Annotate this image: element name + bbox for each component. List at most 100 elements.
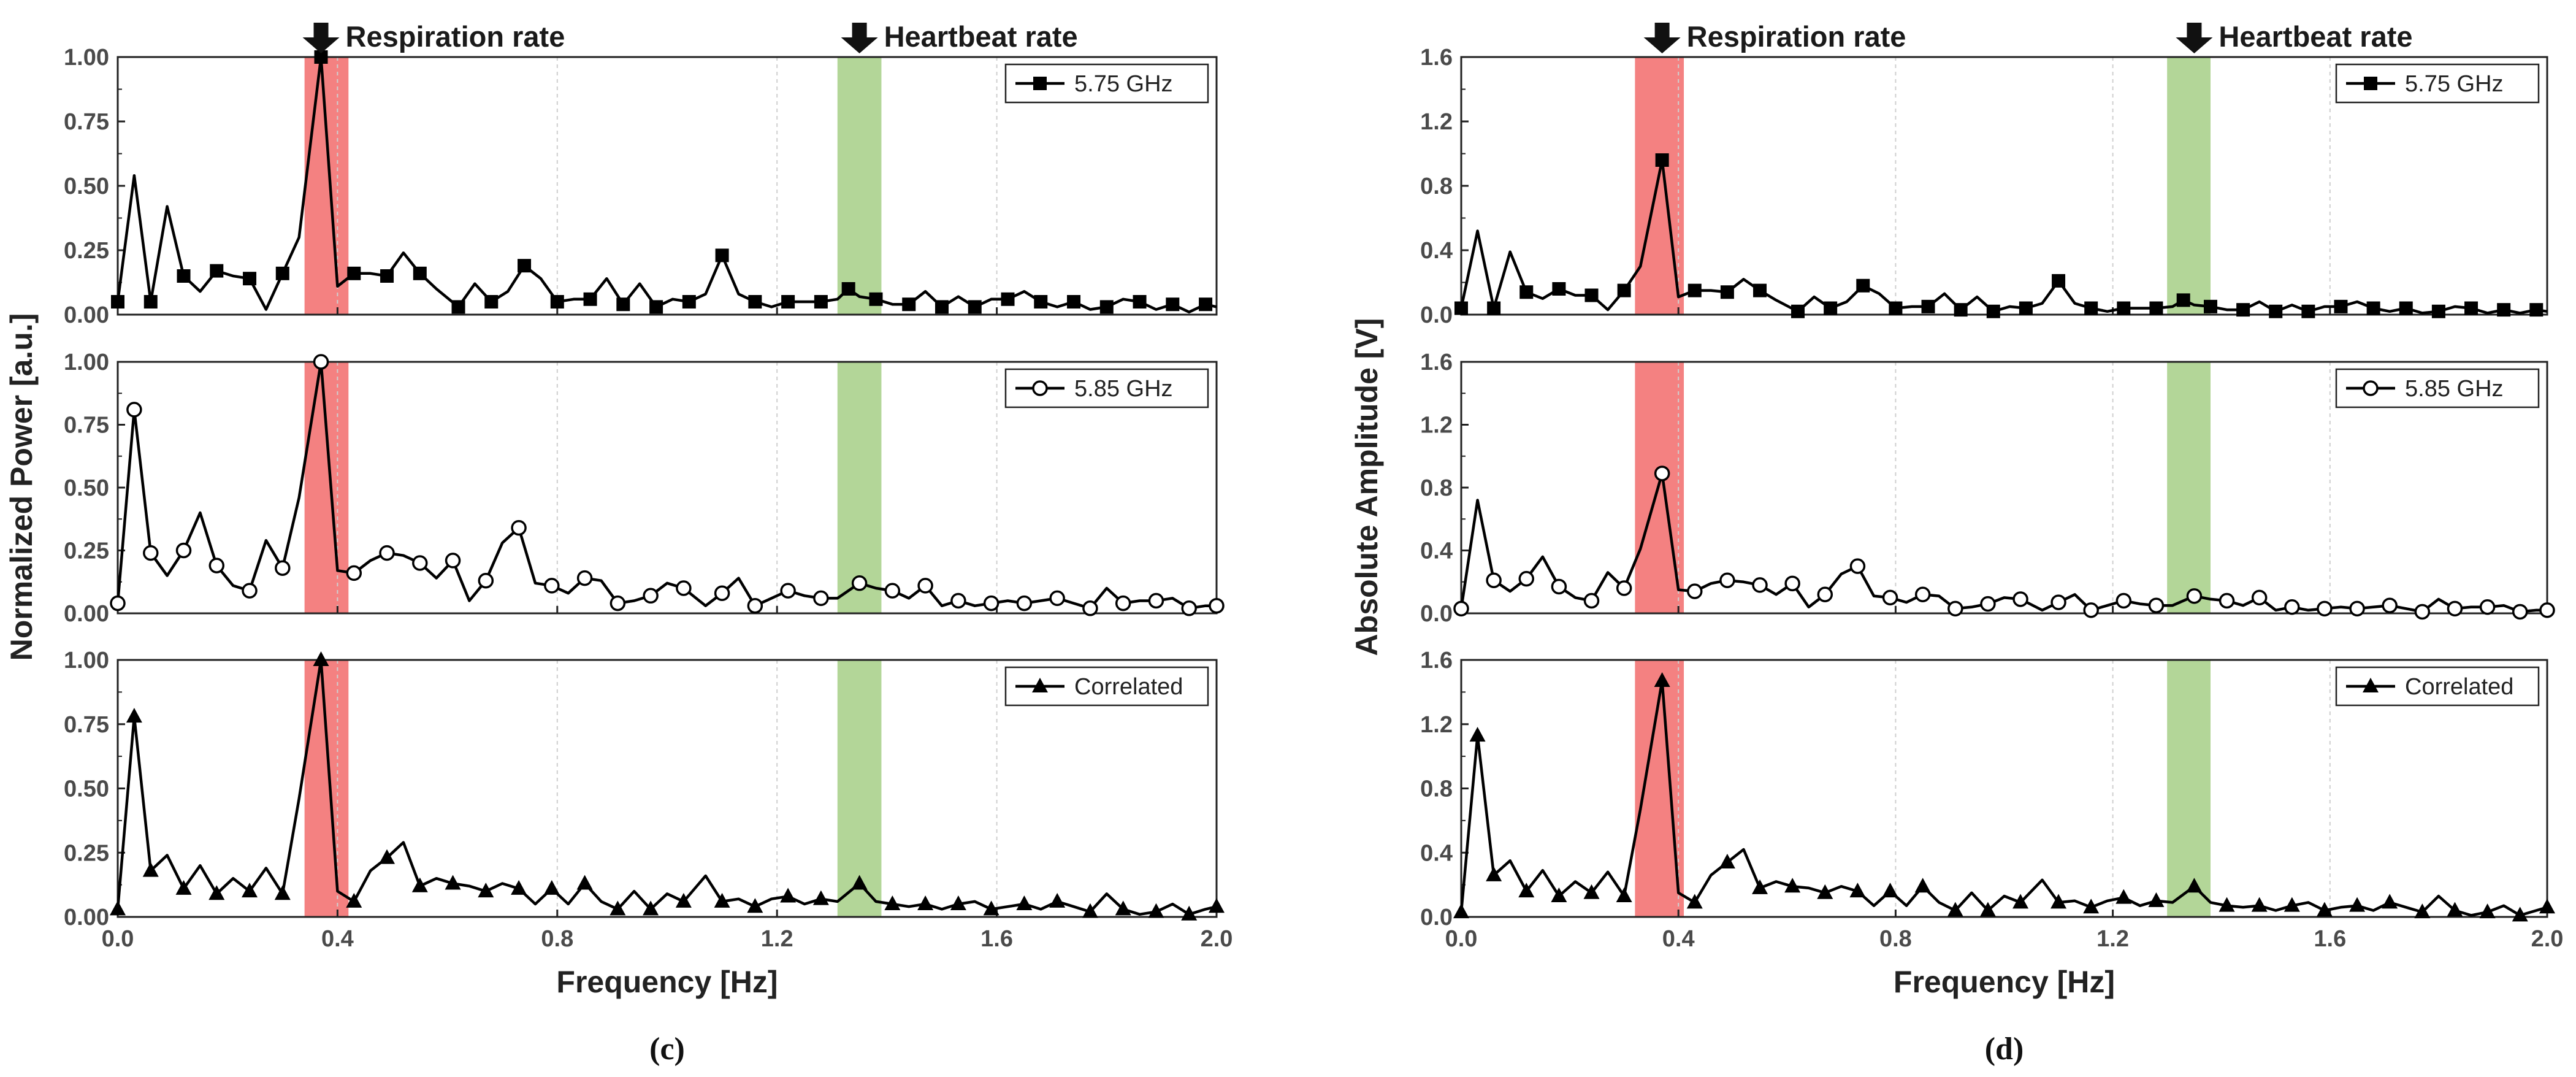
data-point [126, 402, 142, 418]
series-line [1459, 472, 2547, 613]
data-point [2284, 599, 2300, 615]
y-tick-label: 1.00 [64, 648, 109, 673]
data-point [2149, 301, 2163, 315]
data-point [2431, 304, 2445, 318]
subplot-d-1: 0.0 0.4 0.8 1.2 1.6 5.75 GHz [1420, 45, 2548, 328]
data-point [1016, 895, 1033, 911]
data-point [1654, 466, 1670, 481]
data-point [2269, 304, 2283, 318]
legend-label: Correlated [1074, 674, 1183, 700]
data-point [110, 900, 126, 916]
y-axis-label: Absolute Amplitude [V] [1350, 318, 1384, 656]
data-point [445, 875, 461, 890]
data-point [610, 595, 626, 611]
data-point [968, 300, 982, 314]
data-point [1784, 878, 1801, 893]
data-point [346, 565, 362, 581]
data-point [275, 266, 289, 280]
y-tick-label: 0.0 [1420, 905, 1453, 930]
data-point [1115, 900, 1131, 916]
y-tick-label: 0.25 [64, 238, 109, 264]
data-point [1914, 586, 1931, 602]
y-tick-label: 0.4 [1420, 840, 1453, 866]
x-tick-label: 2.0 [1201, 926, 1233, 952]
data-point [2050, 894, 2067, 909]
data-point [1583, 592, 1600, 609]
down-arrow-icon [313, 23, 329, 39]
data-point [411, 877, 428, 892]
down-arrow-icon [2187, 23, 2202, 39]
data-point [1487, 301, 1501, 315]
data-point [1583, 884, 1600, 899]
data-point [110, 595, 126, 611]
data-point [1049, 892, 1066, 908]
data-point [1654, 672, 1670, 688]
data-point [2019, 301, 2033, 315]
down-arrow-icon [1654, 23, 1670, 39]
series-line [116, 360, 1217, 610]
data-point [1947, 600, 1963, 617]
data-point [1469, 727, 1486, 742]
data-point [2301, 304, 2315, 318]
data-point [676, 580, 692, 596]
y-tick-label: 1.6 [1420, 648, 1453, 673]
data-point [917, 895, 934, 911]
data-point [643, 900, 659, 916]
subplot-c-1: 0.00 0.25 0.50 0.75 1.00 5.75 GHz [64, 45, 1218, 328]
data-point [2083, 602, 2099, 618]
data-point [451, 300, 465, 314]
data-point [1616, 580, 1632, 596]
data-point [2316, 902, 2333, 917]
data-point [511, 519, 527, 536]
y-tick-label: 1.00 [64, 350, 109, 375]
data-point [1486, 572, 1502, 588]
data-point [983, 595, 999, 611]
data-point [841, 282, 855, 296]
data-point [1655, 153, 1669, 167]
data-point [1453, 903, 1469, 919]
respiration-annotation: Respiration rate [1643, 20, 1906, 53]
y-tick-label: 0.00 [64, 302, 109, 328]
data-point [2334, 299, 2348, 313]
data-point [1980, 596, 1996, 612]
data-point [1181, 600, 1197, 616]
respiration-annotation: Respiration rate [302, 20, 565, 53]
data-point [313, 354, 329, 370]
data-point [2447, 902, 2463, 917]
data-point [1552, 282, 1566, 296]
data-point [1519, 285, 1534, 299]
data-point [2479, 903, 2496, 919]
data-point [780, 887, 797, 903]
data-point [902, 297, 916, 312]
data-point [813, 590, 829, 607]
data-point [242, 883, 258, 898]
data-point [1817, 586, 1833, 602]
data-point [550, 295, 564, 309]
y-tick-label: 0.25 [64, 538, 109, 564]
y-tick-label: 0.0 [1420, 302, 1453, 328]
data-point [2148, 597, 2165, 613]
y-tick-label: 0.75 [64, 712, 109, 738]
data-point [2479, 599, 2496, 615]
data-point [210, 264, 224, 278]
data-point [2012, 591, 2028, 607]
data-point [2349, 600, 2365, 617]
data-point [2219, 897, 2235, 912]
heartbeat-band [2167, 660, 2211, 917]
data-point [1199, 297, 1213, 312]
data-point [2414, 604, 2431, 620]
down-arrow-head-icon [841, 37, 878, 53]
y-tick-label: 1.00 [64, 45, 109, 71]
series-line [1459, 679, 2548, 917]
data-point [1791, 304, 1805, 318]
data-point [675, 892, 692, 908]
data-point [1849, 883, 1866, 898]
data-point [1148, 592, 1164, 609]
legend-label: 5.75 GHz [1074, 71, 1173, 97]
y-tick-label: 0.75 [64, 109, 109, 135]
data-point [1687, 283, 1702, 297]
data-point [242, 583, 258, 599]
data-point [748, 295, 762, 309]
data-point [2447, 600, 2463, 617]
data-point [543, 880, 560, 895]
